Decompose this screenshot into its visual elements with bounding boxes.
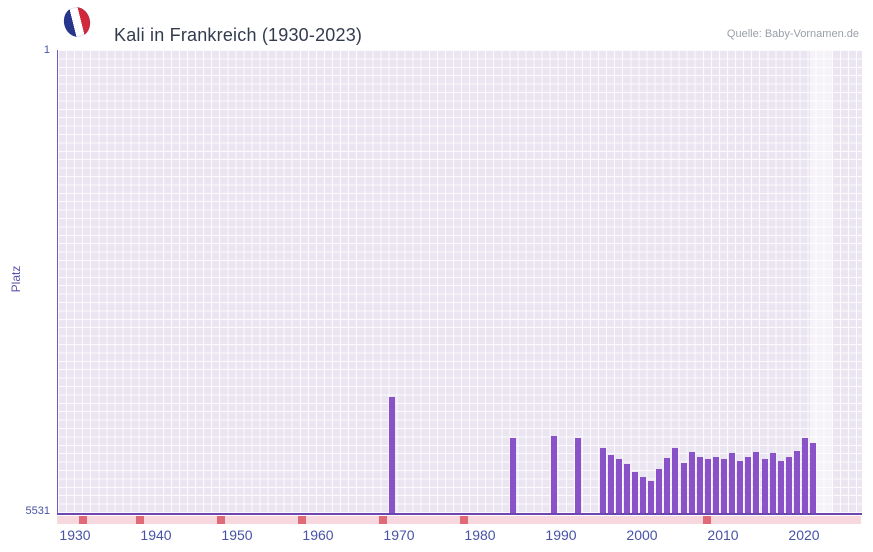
x-tick-1980: 1980 — [464, 527, 496, 543]
x-tick-1990: 1990 — [545, 527, 577, 543]
bar-2013[interactable] — [745, 456, 752, 513]
bar-2001[interactable] — [648, 481, 655, 513]
bar-1989[interactable] — [550, 435, 557, 513]
bar-1998[interactable] — [623, 463, 630, 513]
bar-2015[interactable] — [761, 459, 768, 513]
y-axis-label: Platz — [9, 265, 23, 293]
bar-2003[interactable] — [664, 457, 671, 513]
bar-2006[interactable] — [688, 451, 695, 513]
bar-1969[interactable] — [388, 397, 395, 513]
bar-2008[interactable] — [704, 459, 711, 513]
bar-2000[interactable] — [640, 476, 646, 513]
x-axis-labels: 1930 1940 1950 1960 1970 1980 1990 2000 2010 2020 — [57, 527, 861, 547]
bar-2010[interactable] — [721, 459, 727, 513]
y-tick-bottom: 5531 — [25, 505, 50, 517]
bar-2009[interactable] — [712, 456, 719, 513]
y-tick-top: 1 — [43, 44, 50, 56]
plot-area — [57, 50, 862, 515]
bar-2007[interactable] — [696, 456, 703, 513]
bar-1992[interactable] — [575, 438, 582, 513]
bar-2020[interactable] — [802, 438, 808, 513]
source-credit: Quelle: Baby-Vornamen.de — [726, 28, 859, 40]
bar-1997[interactable] — [615, 459, 622, 513]
no-rank-marker-1968 — [378, 516, 387, 524]
bar-2017[interactable] — [777, 461, 784, 513]
bar-2016[interactable] — [769, 453, 776, 513]
no-rank-marker-1948 — [216, 516, 225, 524]
bar-2004[interactable] — [672, 448, 679, 513]
x-tick-2020: 2020 — [788, 527, 820, 543]
x-tick-1930: 1930 — [59, 527, 91, 543]
x-tick-1960: 1960 — [302, 527, 334, 543]
x-tick-1950: 1950 — [221, 527, 253, 543]
no-rank-marker-2008 — [702, 516, 711, 524]
no-rank-marker-1958 — [297, 516, 306, 524]
bar-2014[interactable] — [753, 451, 760, 513]
bar-2011[interactable] — [729, 453, 736, 513]
no-rank-marker-1938 — [135, 516, 144, 524]
no-rank-marker-1978 — [459, 516, 468, 524]
page-title: Kali in Frankreich (1930-2023) — [114, 25, 363, 46]
bar-1984[interactable] — [510, 438, 517, 513]
x-tick-1940: 1940 — [140, 527, 172, 543]
x-tick-1970: 1970 — [383, 527, 415, 543]
bar-2018[interactable] — [785, 456, 792, 513]
no-rank-marker-1931 — [79, 516, 88, 524]
x-tick-2010: 2010 — [707, 527, 739, 543]
bar-2005[interactable] — [680, 462, 687, 513]
bar-1999[interactable] — [631, 471, 638, 513]
bar-2012[interactable] — [737, 461, 744, 513]
no-rank-band — [57, 516, 861, 524]
bar-2021[interactable] — [810, 443, 817, 513]
bar-2019[interactable] — [793, 450, 800, 513]
bar-1995[interactable] — [599, 447, 606, 513]
x-tick-2000: 2000 — [626, 527, 658, 543]
france-flag-icon — [60, 4, 94, 40]
bar-2002[interactable] — [656, 469, 663, 513]
bar-1996[interactable] — [607, 455, 614, 513]
recent-years-highlight — [809, 50, 833, 513]
